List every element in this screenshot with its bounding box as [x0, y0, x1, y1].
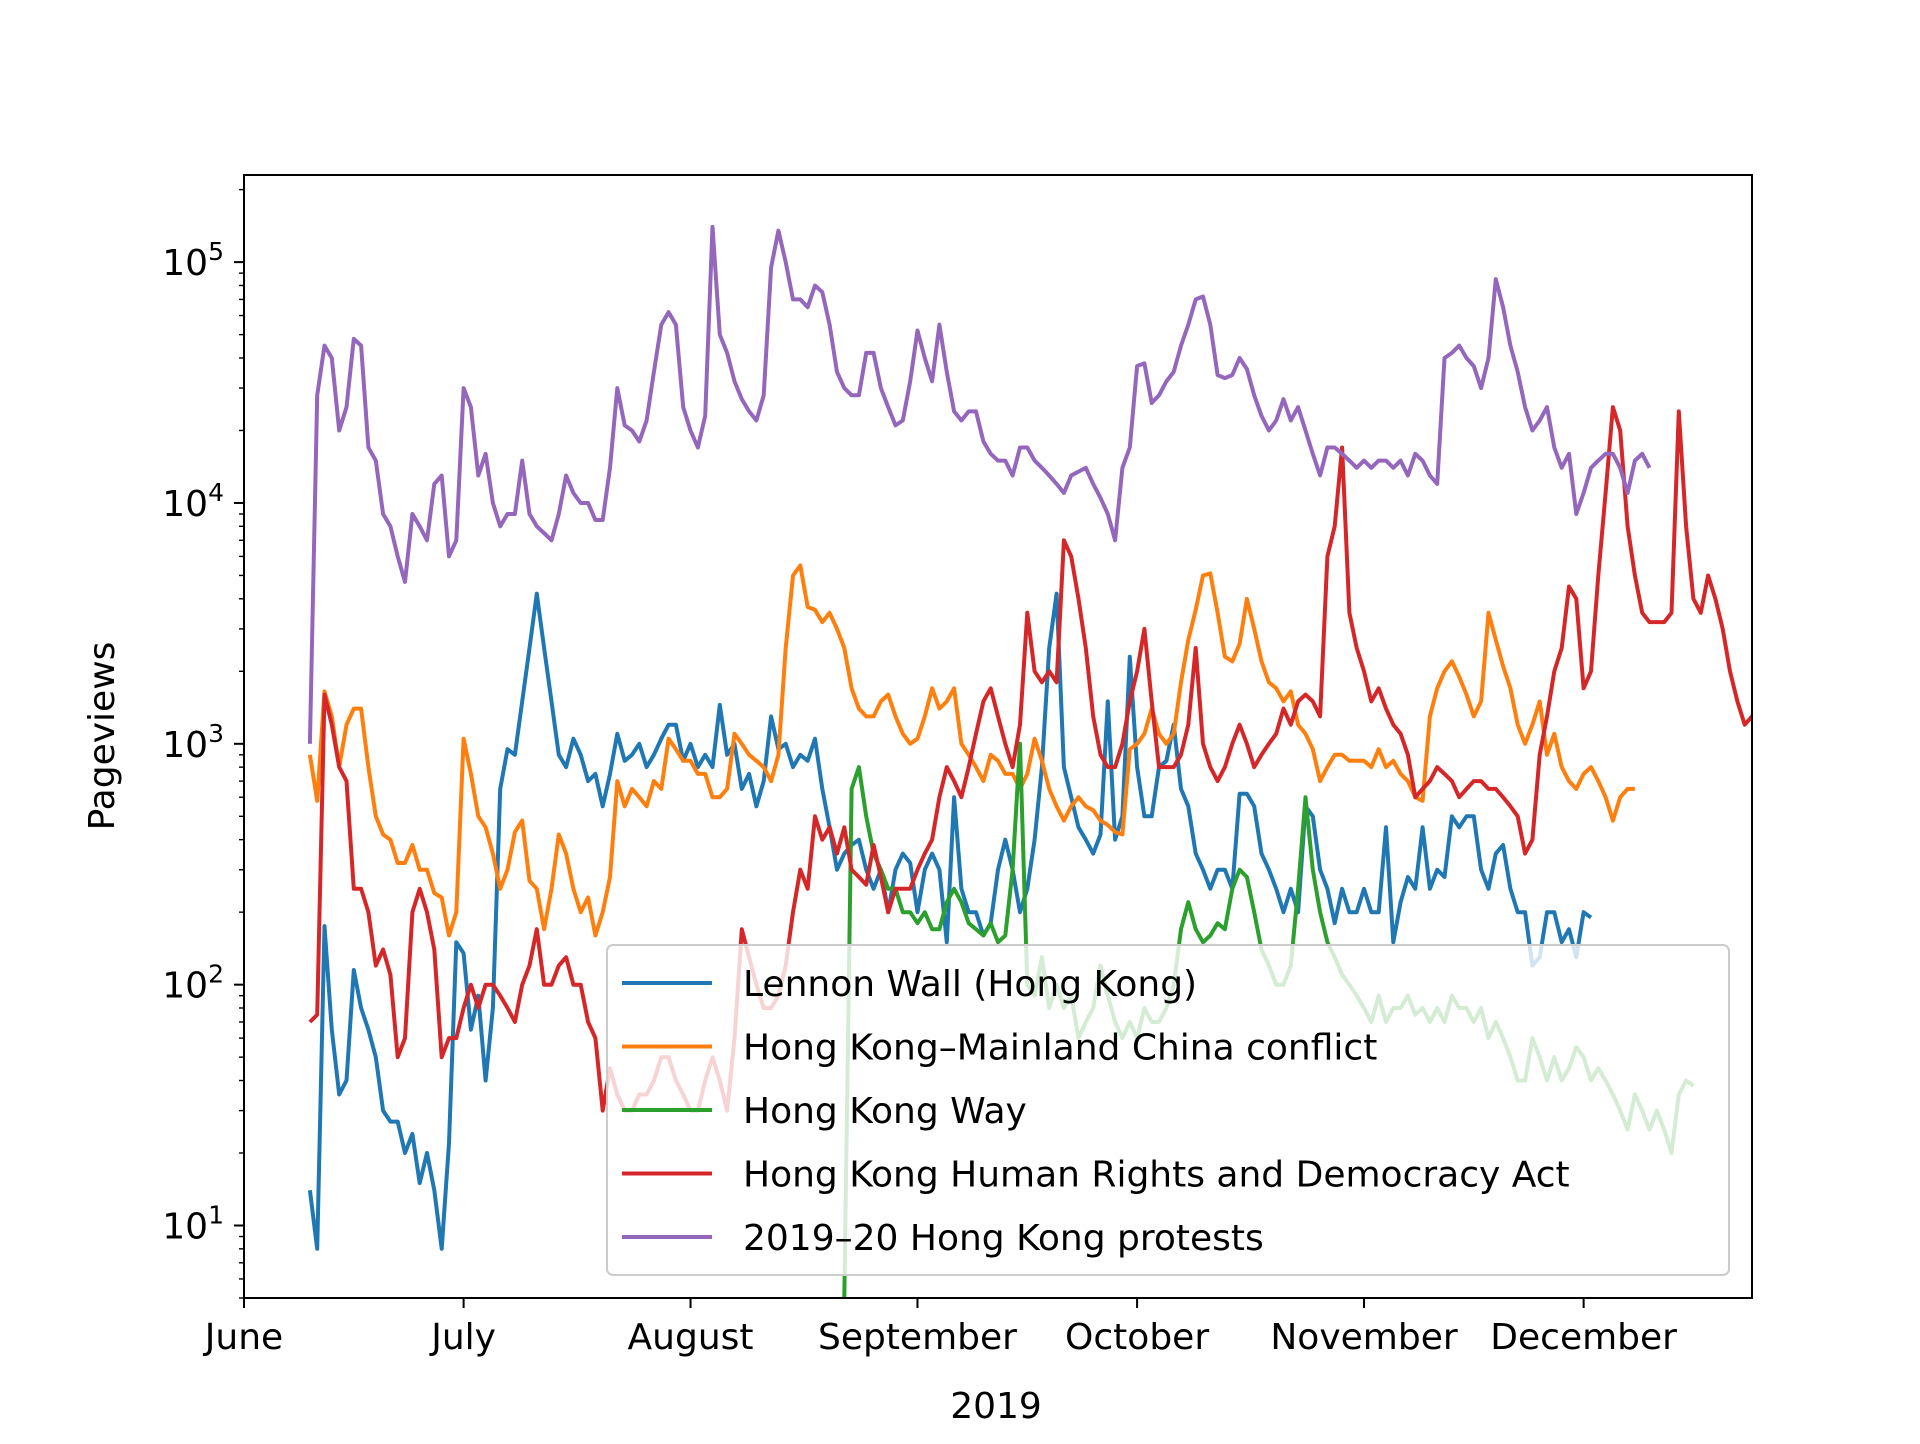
- y-axis-label: Pageviews: [82, 642, 123, 831]
- legend-label: Hong Kong Way: [743, 1091, 1027, 1132]
- x-axis: June July August September October November De…: [203, 1298, 1677, 1358]
- y-tick-label: 102: [162, 960, 224, 1007]
- y-tick-label: 105: [162, 237, 224, 284]
- x-tick-label: June: [203, 1317, 283, 1358]
- x-tick-label: November: [1270, 1317, 1457, 1358]
- y-axis: 101 102 103 104 105: [162, 188, 244, 1299]
- legend-label: Lennon Wall (Hong Kong): [743, 964, 1197, 1005]
- series-line-5: [307, 224, 1652, 744]
- x-tick-label: September: [818, 1317, 1017, 1358]
- x-tick-label: December: [1490, 1317, 1677, 1358]
- plot-frame: [243, 174, 1753, 1299]
- y-tick-label: 103: [162, 719, 224, 766]
- x-tick-label: July: [429, 1317, 496, 1358]
- legend-label: Hong Kong Human Rights and Democracy Act: [743, 1155, 1570, 1196]
- x-tick-label: October: [1065, 1317, 1209, 1358]
- x-axis-label: 2019: [950, 1386, 1042, 1427]
- legend: Lennon Wall (Hong Kong) Hong Kong–Mainlan…: [606, 944, 1730, 1276]
- y-tick-label: 101: [162, 1200, 224, 1247]
- x-tick-label: August: [628, 1317, 754, 1358]
- series-line-4: [308, 405, 1752, 1113]
- legend-box: [606, 944, 1730, 1276]
- legend-label: 2019–20 Hong Kong protests: [743, 1218, 1264, 1259]
- y-tick-label: 104: [162, 478, 224, 525]
- legend-label: Hong Kong–Mainland China conflict: [743, 1028, 1377, 1069]
- series-line-1: [307, 591, 1593, 1251]
